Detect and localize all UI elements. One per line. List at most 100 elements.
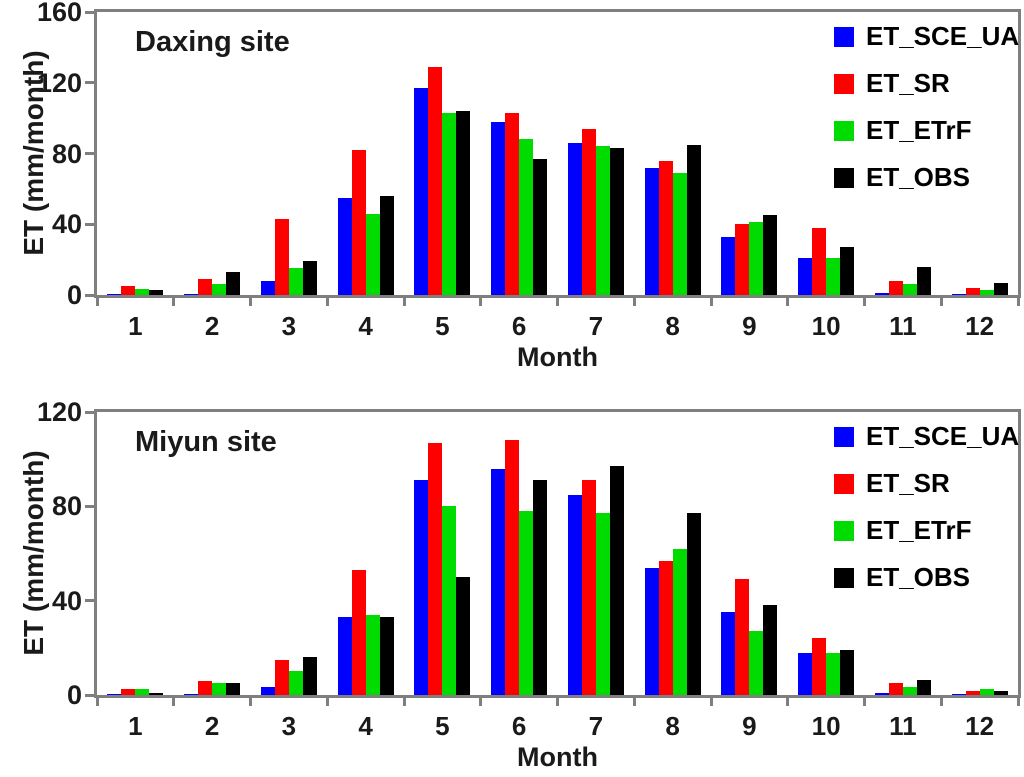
bar-et_sr-month-12 bbox=[965, 691, 980, 695]
bar-et_sr-month-6 bbox=[505, 112, 520, 295]
x-axis-tick-label: 3 bbox=[281, 311, 297, 341]
x-axis-tick bbox=[479, 698, 483, 706]
x-axis-tick bbox=[939, 698, 943, 706]
legend-label: ET_ETrF bbox=[866, 115, 972, 145]
y-axis-tick-label: 160 bbox=[36, 0, 82, 27]
bar-et_sr-month-7 bbox=[581, 128, 596, 295]
y-axis-tick-label: 80 bbox=[51, 138, 82, 169]
bar-et_obs-month-2 bbox=[226, 272, 241, 295]
x-axis-tick bbox=[786, 698, 790, 706]
bar-et_sce_ua-month-5 bbox=[414, 480, 429, 695]
bar-et_sr-month-11 bbox=[888, 683, 903, 695]
legend-label: ET_SCE_UA bbox=[866, 421, 1020, 451]
bar-et_etrf-month-11 bbox=[902, 686, 917, 695]
x-axis-tick bbox=[402, 298, 406, 306]
x-axis-tick bbox=[172, 298, 176, 306]
y-axis-tick bbox=[85, 152, 94, 155]
x-axis-tick bbox=[632, 698, 636, 706]
x-axis-tick bbox=[95, 698, 99, 706]
legend-swatch-icon bbox=[834, 520, 854, 541]
y-axis-tick-label: 0 bbox=[66, 680, 82, 710]
bar-et_sce_ua-month-6 bbox=[491, 121, 506, 295]
x-axis-tick-label: 9 bbox=[742, 711, 757, 741]
x-axis-tick bbox=[939, 298, 943, 306]
bar-et_sr-month-8 bbox=[658, 160, 673, 295]
chart-title-miyun: Miyun site bbox=[135, 426, 277, 458]
legend-swatch-icon bbox=[834, 426, 854, 447]
bar-et_etrf-month-7 bbox=[595, 513, 610, 695]
x-axis-tick bbox=[1016, 698, 1020, 706]
bar-et_sr-month-11 bbox=[888, 280, 903, 295]
bar-et_etrf-month-3 bbox=[288, 671, 303, 695]
legend-label: ET_ETrF bbox=[866, 515, 972, 545]
bar-et_sr-month-8 bbox=[658, 560, 673, 695]
x-axis-tick-label: 8 bbox=[665, 311, 680, 341]
x-axis-tick-label: 3 bbox=[281, 711, 297, 741]
y-axis-tick bbox=[85, 222, 94, 226]
bar-et_sr-month-3 bbox=[274, 218, 289, 295]
x-axis-tick-label: 10 bbox=[811, 311, 841, 341]
x-axis-tick-label: 1 bbox=[128, 711, 143, 741]
x-axis-tick bbox=[172, 698, 176, 706]
bar-et_etrf-month-2 bbox=[212, 284, 227, 295]
bar-et_sr-month-1 bbox=[121, 286, 136, 295]
bar-et_obs-month-7 bbox=[609, 148, 624, 295]
bar-et_sce_ua-month-7 bbox=[567, 494, 582, 695]
y-axis-tick-label: 0 bbox=[66, 280, 82, 310]
bar-et_obs-month-9 bbox=[763, 605, 778, 695]
y-axis-tick-label: 120 bbox=[36, 67, 82, 98]
bar-et_etrf-month-11 bbox=[902, 284, 917, 295]
y-axis-tick bbox=[85, 10, 94, 14]
bar-et_sce_ua-month-10 bbox=[798, 257, 813, 295]
bar-et_sce_ua-month-6 bbox=[491, 468, 506, 695]
bar-et_obs-month-12 bbox=[993, 691, 1008, 695]
bar-et_etrf-month-10 bbox=[826, 652, 841, 695]
x-axis-tick bbox=[325, 298, 329, 306]
x-axis-tick bbox=[709, 698, 713, 706]
bar-et_obs-month-8 bbox=[686, 513, 701, 695]
y-axis-tick bbox=[85, 410, 94, 414]
bar-et_sce_ua-month-1 bbox=[107, 693, 122, 695]
x-axis-tick bbox=[709, 298, 713, 306]
bar-et_obs-month-11 bbox=[916, 266, 931, 295]
chart-miyun: ET (mm/month) Miyun site ET_SCE_UA ET_SR E… bbox=[0, 389, 1024, 777]
x-axis-tick-label: 7 bbox=[588, 311, 604, 341]
bar-et_etrf-month-4 bbox=[365, 213, 380, 295]
legend-item-et_etrf: ET_ETrF bbox=[834, 515, 1019, 545]
bar-et_etrf-month-5 bbox=[442, 112, 457, 295]
bar-et_obs-month-11 bbox=[916, 679, 931, 695]
bar-et_obs-month-2 bbox=[226, 683, 241, 695]
legend-label: ET_SCE_UA bbox=[866, 21, 1020, 51]
bar-et_obs-month-1 bbox=[149, 692, 164, 695]
x-axis-tick-label: 5 bbox=[435, 311, 450, 341]
bar-et_sce_ua-month-4 bbox=[337, 197, 352, 295]
bar-et_etrf-month-6 bbox=[519, 139, 534, 295]
legend-daxing: ET_SCE_UA ET_SR ET_ETrF ET_OBS bbox=[834, 21, 1020, 214]
bar-et_obs-month-6 bbox=[533, 480, 548, 695]
bar-et_sce_ua-month-5 bbox=[414, 88, 429, 295]
bar-et_sce_ua-month-3 bbox=[260, 686, 275, 695]
x-axis-tick bbox=[556, 698, 559, 706]
bar-et_obs-month-12 bbox=[993, 282, 1008, 295]
bar-et_sr-month-4 bbox=[351, 149, 366, 295]
bar-et_obs-month-4 bbox=[379, 617, 394, 695]
x-axis-tick-label: 6 bbox=[511, 311, 527, 341]
bar-et_sr-month-9 bbox=[735, 224, 750, 295]
bar-et_sr-month-4 bbox=[351, 570, 366, 695]
bar-et_obs-month-3 bbox=[302, 261, 317, 295]
bar-et_etrf-month-6 bbox=[519, 511, 534, 695]
bar-et_etrf-month-7 bbox=[595, 146, 610, 295]
legend-item-et_obs: ET_OBS bbox=[834, 164, 1019, 190]
x-axis-tick bbox=[402, 698, 406, 706]
plot-area-daxing: Daxing site ET_SCE_UA ET_SR ET_ETrF ET_OBS bbox=[94, 9, 1021, 298]
x-axis-tick bbox=[479, 298, 483, 306]
y-axis-tick bbox=[85, 504, 94, 508]
x-axis-tick bbox=[786, 298, 790, 306]
bar-et_etrf-month-3 bbox=[288, 268, 303, 295]
y-axis-tick bbox=[85, 599, 94, 603]
bar-et_sce_ua-month-12 bbox=[951, 294, 966, 295]
bar-et_sce_ua-month-8 bbox=[644, 167, 659, 295]
x-axis-title: Month bbox=[517, 742, 598, 772]
x-axis-tick-label: 4 bbox=[358, 711, 373, 741]
bar-et_etrf-month-1 bbox=[135, 288, 150, 295]
